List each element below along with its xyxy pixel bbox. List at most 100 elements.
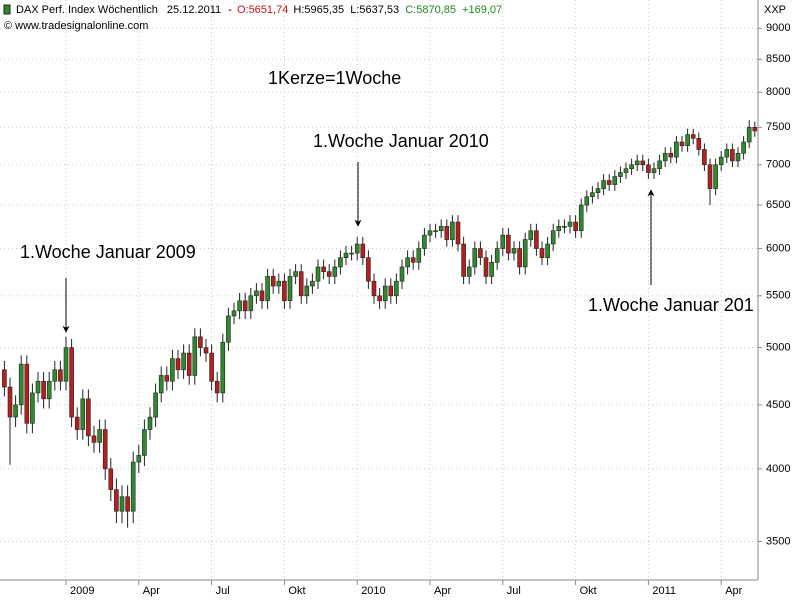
candle-body [522, 239, 528, 268]
candle-body [679, 141, 685, 147]
y-tick-label: 8000 [766, 86, 790, 98]
candle-body [41, 380, 46, 400]
candle-body [231, 310, 237, 317]
candle-body [573, 221, 578, 232]
candle-body [74, 416, 80, 430]
candle-body [483, 257, 489, 277]
candle-body [80, 398, 86, 430]
candles [2, 120, 758, 528]
annotation: 1.Woche Januar 2009 [20, 242, 196, 262]
header-date: 25.12.2011 [167, 4, 221, 16]
source: © www.tradesignalonline.com [4, 20, 148, 32]
x-tick-label: 2009 [70, 585, 94, 597]
candle-body [623, 168, 629, 173]
candle-body [198, 336, 203, 348]
candle-body [466, 266, 472, 277]
candle-body [427, 230, 433, 236]
header-icon [3, 4, 11, 15]
x-tick-label: Apr [143, 585, 160, 597]
candle-body [534, 230, 539, 249]
annotation: 1Kerze=1Woche [268, 68, 401, 88]
candle-body [528, 230, 534, 240]
header-open: O:5651,74 [237, 4, 288, 16]
candle-body [517, 248, 522, 268]
candle-body [690, 134, 696, 139]
candle-body [298, 271, 304, 297]
candle-body [668, 152, 674, 158]
candle-body [416, 248, 422, 263]
candle-body [595, 188, 601, 193]
candle-body [696, 137, 702, 150]
candle-body [186, 352, 192, 376]
candle-body [58, 369, 63, 382]
header-high: H:5965,35 [293, 4, 344, 16]
candle-body [478, 248, 483, 258]
candle-body [713, 164, 718, 189]
candle-body [539, 248, 545, 258]
candle-body [46, 380, 52, 400]
annotation: 1.Woche Januar 201 [588, 295, 754, 315]
candle-body [91, 435, 97, 443]
candle-body [142, 429, 147, 456]
candle-body [203, 347, 209, 354]
candle-body [130, 461, 136, 512]
candle-body [181, 352, 186, 371]
candle-body [455, 221, 461, 245]
candle-body [752, 126, 758, 132]
candle-body [584, 196, 590, 206]
candle-body [506, 234, 511, 254]
candle-body [657, 160, 662, 169]
candle-body [30, 392, 35, 424]
x-tick-label: Okt [288, 585, 305, 597]
candle-body [254, 290, 259, 297]
candle-body [265, 276, 270, 302]
candle-body [170, 358, 175, 382]
candle-body [119, 496, 125, 512]
candle-body [164, 375, 170, 382]
candle-body [388, 285, 394, 297]
candle-body [433, 230, 438, 233]
candle-body [360, 243, 366, 258]
header-close: C:5870,85 [405, 4, 456, 16]
candle-body [562, 226, 567, 228]
candle-body [489, 261, 494, 277]
candle-body [685, 134, 690, 147]
candle-body [629, 164, 634, 169]
header-sep: - [228, 4, 232, 16]
candle-body [640, 160, 646, 166]
candle-body [153, 392, 158, 418]
candle-body [209, 352, 214, 382]
candle-body [371, 280, 377, 297]
candle-body [276, 280, 282, 287]
candle-body [718, 156, 724, 166]
candle-body [601, 180, 606, 189]
candle-body [472, 248, 478, 268]
y-tick-label: 6000 [766, 242, 790, 254]
candle-body [136, 455, 142, 463]
candle-body [730, 149, 735, 162]
candle-body [147, 416, 153, 430]
candle-body [310, 280, 315, 287]
candle-body [86, 398, 91, 437]
candle-body [410, 257, 416, 263]
grid [0, 0, 758, 580]
candle-body [702, 149, 707, 166]
candle-body [612, 176, 618, 185]
candle-body [259, 290, 265, 302]
candle-body [735, 152, 741, 162]
candle-body [662, 152, 668, 162]
x-tick-label: Jul [507, 585, 521, 597]
y-tick-label: 6500 [766, 199, 790, 211]
candle-body [282, 280, 287, 302]
candle-body [674, 141, 679, 158]
candle-body [158, 375, 164, 394]
candle-body [556, 226, 562, 232]
y-tick-label: 4500 [766, 399, 790, 411]
header-low: L:5637,53 [350, 4, 399, 16]
candle-body [377, 295, 382, 302]
candle-body [500, 234, 506, 249]
candle-body [618, 172, 623, 177]
candle-body [332, 266, 338, 277]
candle-body [326, 271, 332, 277]
axis-label: XXP [764, 4, 786, 16]
